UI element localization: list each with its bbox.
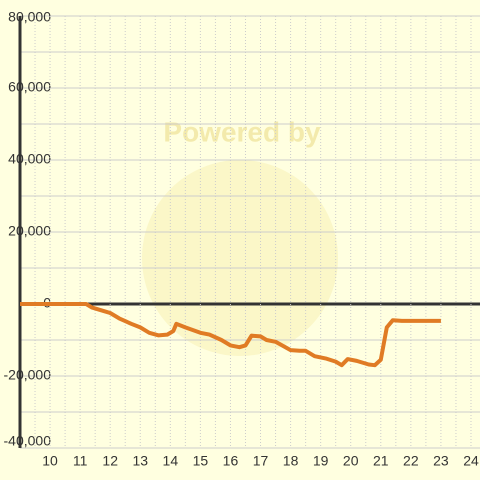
x-tick-label: 14 <box>163 453 179 469</box>
y-tick-label: 40,000 <box>8 151 51 167</box>
x-tick-label: 22 <box>403 453 419 469</box>
x-tick-label: 21 <box>373 453 389 469</box>
x-tick-label: 17 <box>253 453 269 469</box>
watermark: Powered by <box>163 116 321 147</box>
x-tick-label: 20 <box>343 453 359 469</box>
x-tick-label: 10 <box>42 453 58 469</box>
x-tick-label: 23 <box>433 453 449 469</box>
data-line <box>20 302 441 368</box>
x-tick-label: 11 <box>73 453 88 469</box>
x-tick-label: 19 <box>313 453 329 469</box>
x-tick-label: 16 <box>223 453 239 469</box>
x-tick-label: 18 <box>283 453 299 469</box>
y-tick-label: 80,000 <box>8 9 51 25</box>
y-tick-label: -20,000 <box>4 367 52 383</box>
x-tick-label: 12 <box>102 453 118 469</box>
x-tick-label: 15 <box>193 453 209 469</box>
y-tick-label: -40,000 <box>4 433 52 449</box>
y-tick-label: 20,000 <box>8 223 51 239</box>
x-tick-label: 24 <box>463 453 479 469</box>
watermark-logo <box>142 160 338 356</box>
x-tick-label: 13 <box>132 453 148 469</box>
y-tick-label: 60,000 <box>8 79 51 95</box>
